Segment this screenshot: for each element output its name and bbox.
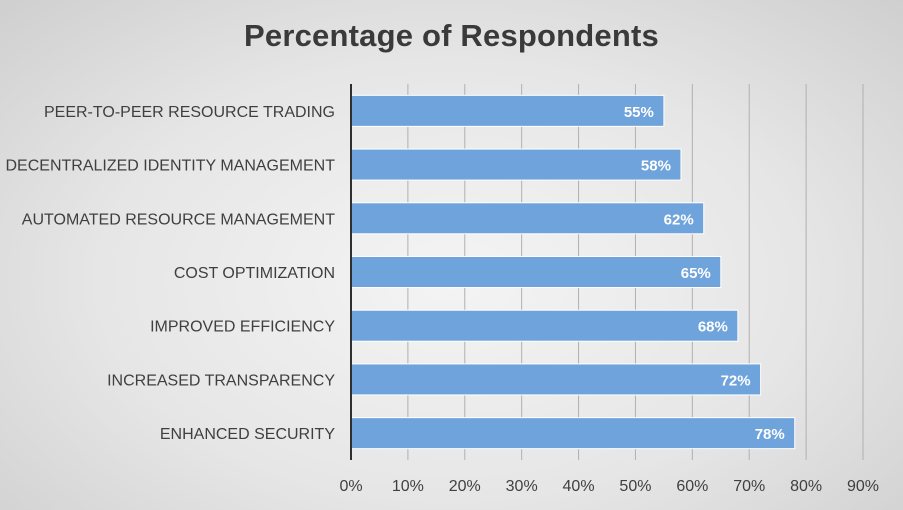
- x-tick-label: 40%: [563, 478, 595, 495]
- bar: [350, 148, 682, 181]
- chart-title: Percentage of Respondents: [244, 18, 659, 53]
- x-tick-label: 60%: [676, 478, 708, 495]
- bar: [350, 363, 762, 396]
- data-label: 68%: [698, 319, 728, 336]
- bar: [350, 309, 739, 342]
- data-label: 62%: [664, 211, 694, 228]
- x-tick-label: 50%: [619, 478, 651, 495]
- bar: [350, 417, 796, 450]
- x-tick-label: 80%: [790, 478, 822, 495]
- category-label: IMPROVED EFFICIENCY: [150, 319, 335, 336]
- data-label: 78%: [755, 426, 785, 443]
- bar: [350, 202, 705, 235]
- data-label: 55%: [624, 104, 654, 121]
- bars: [350, 94, 796, 450]
- x-tick-label: 0%: [339, 478, 362, 495]
- category-label: ENHANCED SECURITY: [160, 426, 335, 443]
- category-label: INCREASED TRANSPARENCY: [107, 372, 335, 389]
- data-label: 72%: [721, 372, 751, 389]
- x-tick-label: 90%: [847, 478, 879, 495]
- category-label: DECENTRALIZED IDENTITY MANAGEMENT: [5, 158, 335, 175]
- x-tick-label: 70%: [733, 478, 765, 495]
- labels: 0% 10% 20% 30% 40% 50% 60% 70% 80% 90% PEER-TO-PEE…: [5, 104, 879, 495]
- x-tick-label: 10%: [392, 478, 424, 495]
- bar: [350, 256, 722, 288]
- x-tick-label: 20%: [449, 478, 481, 495]
- x-tick-label: 30%: [506, 478, 538, 495]
- data-label: 58%: [641, 158, 671, 175]
- data-label: 65%: [681, 265, 711, 282]
- category-label: AUTOMATED RESOURCE MANAGEMENT: [22, 211, 335, 228]
- category-label: PEER-TO-PEER RESOURCE TRADING: [44, 104, 335, 121]
- category-label: COST OPTIMIZATION: [174, 265, 335, 282]
- bar: [350, 94, 665, 127]
